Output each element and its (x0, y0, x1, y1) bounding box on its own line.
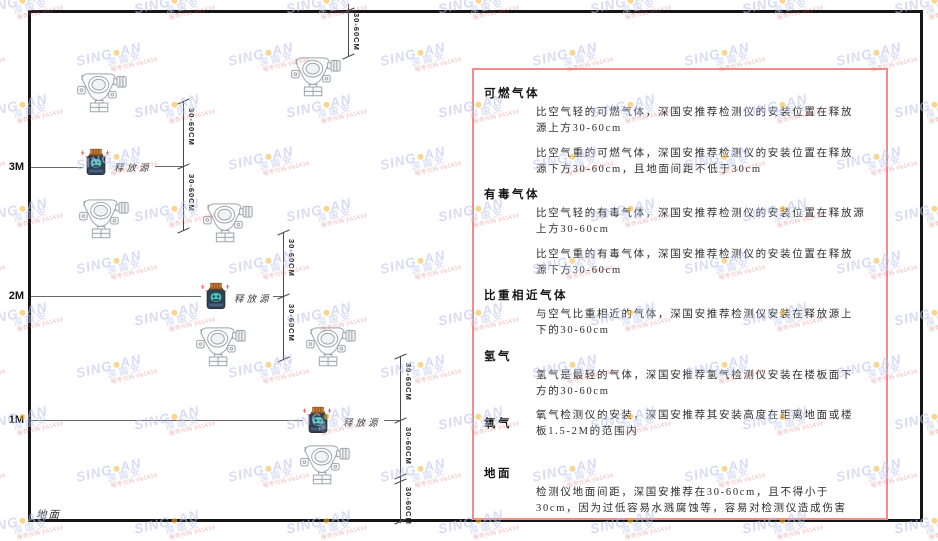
ground-label: 地面 (36, 510, 61, 521)
release-source-label: 释放源 (234, 295, 272, 305)
dimension-label: 30-60CM (404, 487, 413, 525)
gas-detector-icon (300, 440, 350, 485)
gas-detector-icon (291, 52, 341, 97)
watermark-dot-icon (930, 413, 938, 421)
dimension-label: 30-60CM (187, 174, 196, 212)
section-similar-density-gas: 比重相近气体 与空气比重相近的气体，深国安推荐检测仪安装在释放源上下的30-60… (484, 287, 874, 340)
section-heading: 地面 (484, 467, 512, 480)
level-label-1m: 1M (8, 414, 24, 426)
section-paragraph: 比空气重的可燃气体，深国安推荐检测仪的安装位置在释放源下方30-60cm，且地面… (536, 147, 854, 175)
section-paragraph: 比空气重的有毒气体，深国安推荐检测仪的安装位置在释放源下方30-60cm (536, 248, 854, 276)
section-paragraph: 氧气检测仪的安装，深国安推荐其安装高度在距离地面或楼板1.5-2M的范围内 (536, 410, 854, 438)
release-source-icon (302, 406, 334, 436)
section-paragraph: 检测仪地面间距，深国安推荐在30-60cm，且不得小于30cm，因为过低容易水溅… (536, 486, 847, 514)
watermark-dot-icon (18, 205, 27, 213)
gas-detector-icon (196, 322, 246, 367)
section-paragraph: 氢气是最轻的气体，深国安推荐氢气检测仪安装在楼板面下方的30-60cm (536, 369, 854, 397)
dimension-line (400, 356, 401, 523)
dimension-label: 30-60CM (404, 427, 413, 465)
watermark-dot-icon (18, 517, 27, 525)
watermark-dot-icon (170, 0, 179, 5)
watermark-dot-icon (18, 309, 27, 317)
gas-detector-icon (77, 68, 127, 113)
section-heading: 可燃气体 (484, 88, 540, 100)
section-heading: 氢气 (484, 350, 512, 363)
dimension-line (348, 4, 349, 57)
section-heading: 有毒气体 (484, 189, 540, 202)
release-source-icon (200, 282, 232, 312)
gas-detector-icon (306, 322, 356, 367)
section-flammable-gas: 可燃气体 比空气轻的可燃气体，深国安推荐检测仪的安装位置在释放源上方30-60c… (484, 85, 874, 178)
watermark-dot-icon (930, 101, 938, 109)
section-oxygen: 氧气 氧气检测仪的安装，深国安推荐其安装高度在距离地面或楼板1.5-2M的范围内 (484, 408, 874, 449)
dimension-label: 30-60CM (187, 108, 196, 146)
dimension-label: 30-60CM (287, 239, 296, 277)
section-hydrogen: 氢气 氢气是最轻的气体，深国安推荐氢气检测仪安装在楼板面下方的30-60cm (484, 348, 874, 401)
watermark-dot-icon (778, 0, 787, 5)
watermark-dot-icon (18, 101, 27, 109)
level-line-2m (31, 296, 201, 297)
dimension-label: 30-60CM (404, 363, 413, 401)
watermark-dot-icon (18, 0, 27, 5)
installation-notes-panel: 可燃气体 比空气轻的可燃气体，深国安推荐检测仪的安装位置在释放源上方30-60c… (472, 68, 888, 520)
section-paragraph: 比空气轻的有毒气体，深国安推荐检测仪的安装位置在释放源上方30-60cm (536, 208, 866, 236)
watermark-dot-icon (930, 0, 938, 5)
watermark-dot-icon (930, 309, 938, 317)
section-heading: 比重相近气体 (484, 290, 568, 303)
watermark-dot-icon (626, 0, 635, 5)
watermark-dot-icon (930, 205, 938, 213)
release-source-label: 释放源 (343, 419, 381, 429)
watermark-dot-icon (474, 0, 483, 5)
section-ground: 地面 检测仪地面间距，深国安推荐在30-60cm，且不得小于30cm，因为过低容… (484, 465, 874, 518)
section-paragraph: 与空气比重相近的气体，深国安推荐检测仪安装在释放源上下的30-60cm (536, 309, 854, 337)
level-label-3m: 3M (8, 161, 24, 173)
connector-line (273, 296, 283, 297)
watermark-dot-icon (930, 517, 938, 525)
dimension-label: 30-60CM (352, 13, 361, 51)
section-heading: 氧气 (484, 418, 512, 431)
connector-line (384, 420, 400, 421)
dimension-label: 30-60CM (287, 304, 296, 342)
watermark-dot-icon (322, 0, 331, 5)
level-line-1m (31, 420, 303, 421)
release-source-label: 释放源 (114, 164, 152, 174)
section-paragraph: 比空气轻的可燃气体，深国安推荐检测仪的安装位置在释放源上方30-60cm (536, 107, 854, 135)
gas-detector-icon (203, 198, 253, 243)
connector-line (155, 166, 183, 167)
section-toxic-gas: 有毒气体 比空气轻的有毒气体，深国安推荐检测仪的安装位置在释放源上方30-60c… (484, 186, 874, 279)
release-source-icon (80, 148, 112, 178)
level-line-3m (31, 167, 83, 168)
level-label-2m: 2M (8, 290, 24, 302)
gas-detector-icon (79, 194, 129, 239)
